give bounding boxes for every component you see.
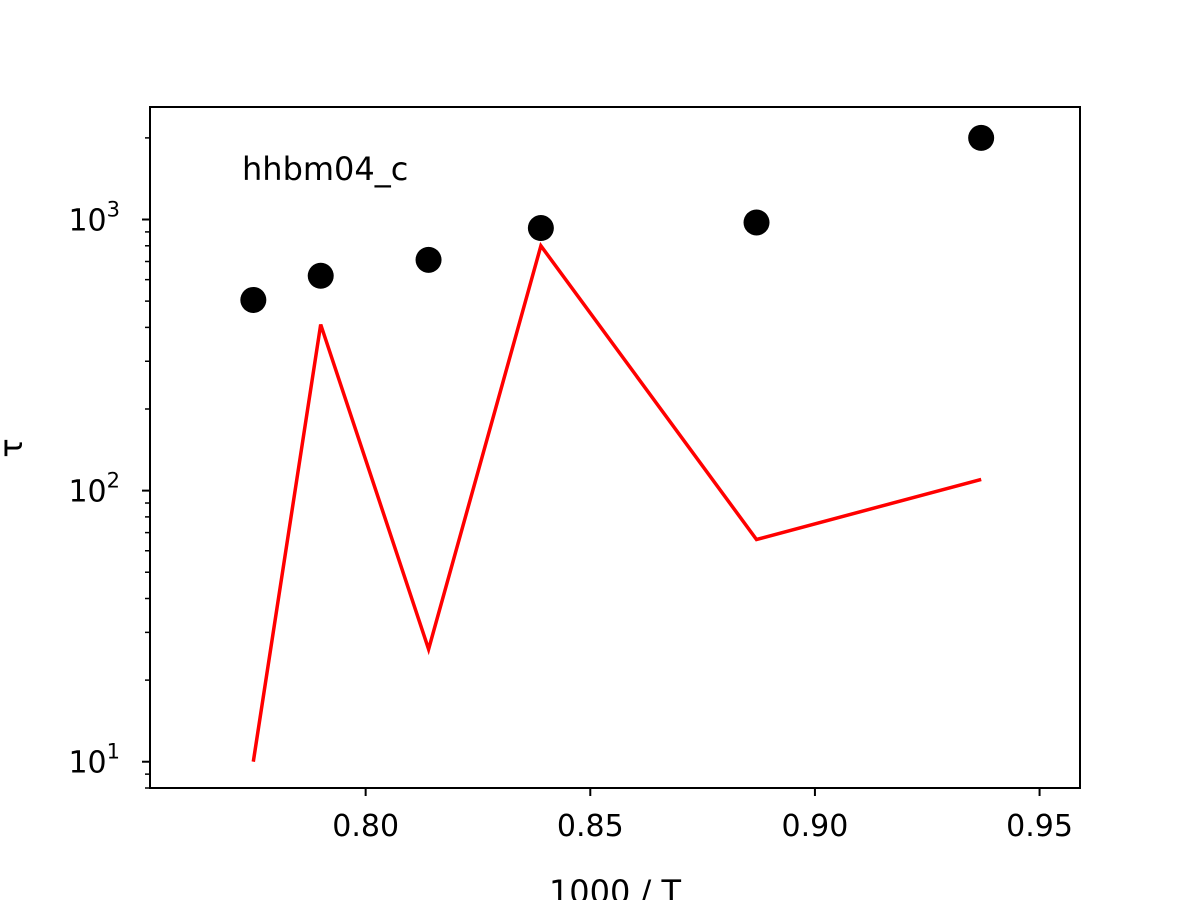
x-tick-label: 0.85	[557, 809, 624, 844]
data-point	[527, 215, 554, 242]
annotation-label: hhbm04_c	[242, 150, 408, 188]
data-point	[240, 286, 267, 313]
data-point	[968, 124, 995, 151]
x-tick-label: 0.95	[1006, 809, 1073, 844]
y-tick-label: 102	[68, 469, 120, 510]
plot-frame	[149, 106, 1081, 789]
data-point	[415, 246, 442, 273]
y-axis-label: τ	[0, 438, 30, 457]
data-point	[743, 209, 770, 236]
x-axis-label: 1000 / T	[549, 873, 682, 900]
x-tick-label: 0.80	[332, 809, 399, 844]
plot-area	[150, 107, 1080, 788]
series-layer	[240, 124, 995, 762]
x-tick-label: 0.90	[782, 809, 849, 844]
y-tick-label: 101	[68, 740, 120, 781]
axis-ticks: 0.80 0.85 0.90 0.95 101 102 103	[68, 137, 1073, 844]
data-point	[307, 262, 334, 289]
y-tick-label: 103	[68, 198, 120, 239]
line-series	[251, 241, 982, 762]
